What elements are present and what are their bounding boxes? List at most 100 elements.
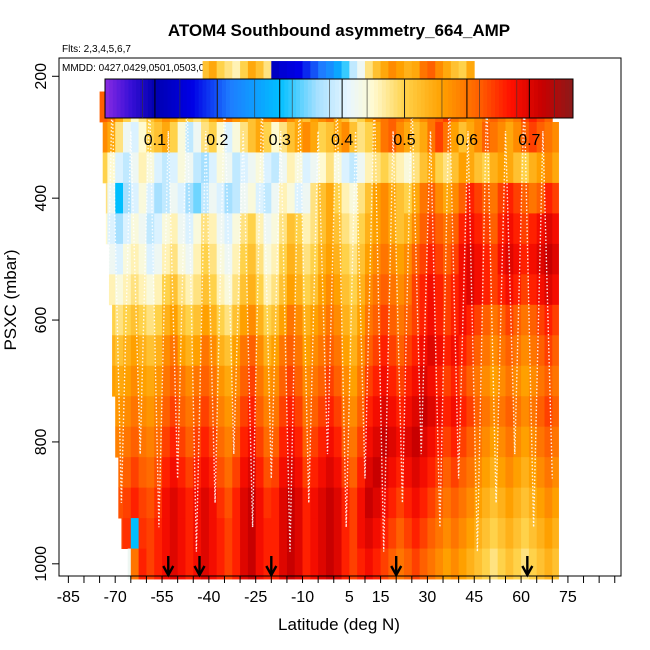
- heat-cell: [318, 304, 327, 336]
- heat-cell: [154, 518, 163, 549]
- heat-cell: [372, 243, 381, 275]
- heat-cell: [247, 243, 257, 275]
- heat-cell: [185, 274, 194, 306]
- heat-cell: [255, 487, 264, 519]
- heat-cell: [318, 121, 327, 153]
- heat-cell: [388, 213, 397, 245]
- heat-cell: [224, 274, 233, 306]
- heat-cell: [513, 182, 522, 214]
- colorbar-segment: [409, 79, 414, 118]
- heat-cell: [458, 152, 467, 184]
- heat-cell: [224, 548, 233, 580]
- profile-marker-arrow: [390, 556, 403, 578]
- heat-cell: [255, 274, 264, 306]
- colorbar-segment: [463, 79, 469, 118]
- heat-cell: [419, 487, 428, 519]
- heat-cell: [528, 335, 538, 367]
- colorbar-segment: [214, 79, 219, 118]
- heat-cell: [193, 365, 202, 397]
- heat-cell: [435, 61, 444, 92]
- heat-cell: [333, 274, 342, 306]
- heat-cell: [489, 518, 499, 549]
- colorbar-segment: [167, 79, 172, 118]
- heat-cell: [115, 213, 124, 245]
- heat-cell: [450, 548, 460, 580]
- heat-cell: [341, 335, 350, 367]
- heat-cell: [302, 182, 311, 214]
- colorbar-tick-label: 0.7: [518, 132, 540, 149]
- heat-cell: [489, 213, 499, 245]
- colorbar-segment: [378, 79, 383, 118]
- colorbar-segment: [218, 79, 223, 118]
- colorbar-segment: [366, 79, 371, 118]
- heat-cell: [357, 121, 366, 153]
- colorbar-segment: [534, 79, 539, 118]
- heat-cell: [489, 243, 499, 275]
- heat-cell: [271, 182, 280, 214]
- heat-cell: [185, 457, 194, 489]
- heat-cell: [123, 518, 132, 549]
- heat-cell: [411, 396, 421, 428]
- heat-cell: [177, 304, 186, 336]
- heat-cell: [130, 487, 140, 519]
- heat-cell: [318, 335, 327, 367]
- heat-cell: [411, 304, 421, 336]
- heat-cell: [130, 182, 140, 214]
- heat-cell: [294, 426, 303, 458]
- heat-cell: [404, 182, 413, 214]
- heat-cell: [388, 518, 397, 549]
- heat-cell: [325, 152, 335, 184]
- colorbar-segment: [315, 79, 320, 118]
- heat-cell: [536, 365, 545, 397]
- heat-cell: [450, 396, 460, 428]
- heat-cell: [474, 182, 483, 214]
- y-tick-label: 600: [33, 307, 50, 334]
- colorbar-segment: [319, 79, 324, 118]
- heat-cell: [349, 243, 358, 275]
- heat-cell: [341, 548, 350, 580]
- heat-cell: [169, 487, 179, 519]
- heat-cell: [419, 518, 428, 549]
- x-tick-label: 5: [345, 589, 354, 606]
- heat-cell: [497, 121, 506, 153]
- heat-cell: [263, 518, 272, 549]
- heat-cell: [146, 396, 155, 428]
- heat-cell: [474, 213, 483, 245]
- colorbar-segment: [190, 79, 196, 118]
- heat-cell: [388, 121, 397, 153]
- heat-cell: [544, 457, 553, 489]
- heat-cell: [388, 182, 397, 214]
- heat-cell: [169, 365, 179, 397]
- heat-cell: [325, 243, 335, 275]
- heat-cell: [318, 487, 327, 519]
- heat-cell: [325, 396, 335, 428]
- heat-cell: [349, 426, 358, 458]
- colorbar-segment: [495, 79, 500, 118]
- heat-cell: [489, 426, 499, 458]
- heat-cell: [286, 243, 296, 275]
- heat-cell: [489, 487, 499, 519]
- heat-cell: [482, 243, 491, 275]
- colorbar-segment: [194, 79, 200, 118]
- heat-cell: [349, 304, 358, 336]
- colorbar-segment: [311, 79, 317, 118]
- heat-cell: [536, 426, 545, 458]
- heat-cell: [247, 213, 257, 245]
- colorbar-segment: [405, 79, 410, 118]
- heat-cell: [240, 243, 249, 275]
- heat-cell: [427, 457, 436, 489]
- heat-cell: [232, 152, 241, 184]
- heat-cell: [263, 243, 272, 275]
- heat-cell: [286, 304, 296, 336]
- heat-cell: [263, 213, 272, 245]
- heat-cell: [271, 518, 280, 549]
- heat-cell: [521, 518, 530, 549]
- colorbar-segment: [120, 79, 125, 118]
- heat-cell: [247, 61, 257, 92]
- heat-cell: [357, 396, 366, 428]
- heat-cell: [310, 335, 319, 367]
- heat-cell: [489, 335, 499, 367]
- heat-cell: [279, 61, 288, 92]
- heat-cell: [169, 518, 179, 549]
- heat-cell: [521, 213, 530, 245]
